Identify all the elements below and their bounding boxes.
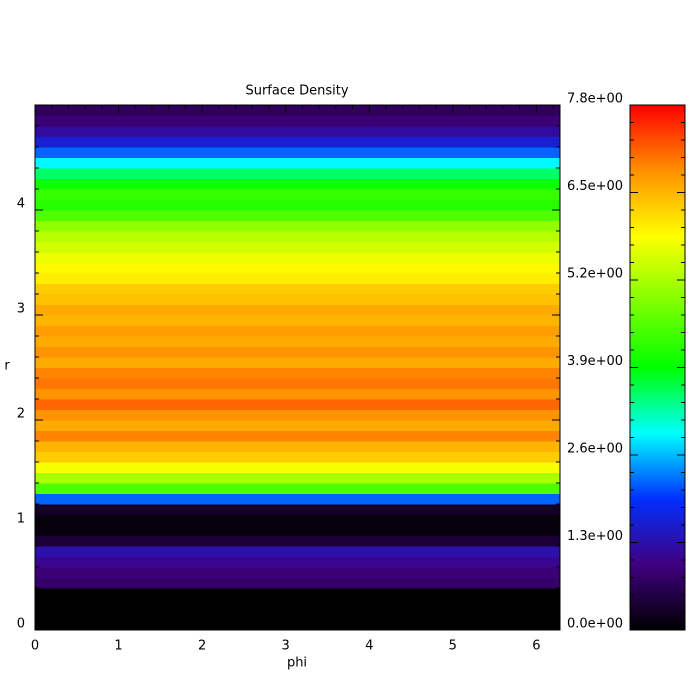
heat-cell: [35, 483, 560, 494]
colorbar: [629, 104, 686, 631]
x-tick-label: 3: [282, 639, 290, 654]
y-tick-label: 4: [17, 197, 25, 212]
heat-cell: [35, 262, 560, 274]
heat-cell: [35, 325, 560, 337]
heat-cell: [35, 105, 560, 116]
heat-cell: [35, 514, 560, 526]
heat-cell: [35, 441, 560, 452]
heat-cell: [35, 504, 560, 515]
heat-cell: [35, 304, 560, 316]
heat-cell: [35, 378, 560, 389]
heat-cell: [35, 357, 560, 368]
colorbar-tick-label: 0.0e+00: [567, 617, 623, 632]
y-tick-label: 1: [17, 512, 25, 527]
heat-cell: [35, 336, 560, 347]
heat-cell: [35, 588, 560, 599]
x-tick-label: 5: [449, 639, 457, 654]
heat-cell: [35, 567, 560, 578]
heat-cell: [35, 367, 560, 379]
heat-cell: [35, 556, 560, 568]
x-tick-label: 4: [365, 639, 373, 654]
y-tick-label: 0: [17, 617, 25, 632]
x-tick-label: 1: [114, 639, 122, 654]
heat-cell: [35, 252, 560, 263]
heat-cell: [35, 399, 560, 410]
heat-cell: [35, 168, 560, 179]
heat-cell: [35, 189, 560, 200]
heat-cell: [35, 619, 560, 631]
heat-cell: [35, 273, 560, 284]
heat-cell: [35, 231, 560, 242]
colorbar-tick-label: 5.2e+00: [567, 267, 623, 282]
colorbar-tick-label: 2.6e+00: [567, 442, 623, 457]
heat-cell: [35, 598, 560, 610]
heat-cell: [35, 283, 560, 295]
heat-cell: [35, 420, 560, 431]
heat-cell: [35, 315, 560, 326]
colorbar-tick-label: 6.5e+00: [567, 179, 623, 194]
heat-cell: [35, 147, 560, 158]
heat-cell: [35, 493, 560, 505]
x-tick-label: 0: [31, 639, 39, 654]
colorbar-tick-label: 3.9e+00: [567, 354, 623, 369]
y-axis-label: r: [4, 359, 10, 374]
heat-cell: [35, 577, 560, 589]
heat-cell: [35, 525, 560, 536]
heat-cell: [35, 409, 560, 421]
heat-cell: [35, 210, 560, 221]
colorbar-tick-label: 1.3e+00: [567, 529, 623, 544]
heat-cell: [35, 115, 560, 127]
heat-cell: [35, 388, 560, 400]
x-tick-label: 6: [532, 639, 540, 654]
heat-cell: [35, 546, 560, 557]
heat-cell: [35, 178, 560, 190]
heat-cell: [35, 136, 560, 148]
y-tick-label: 2: [17, 407, 25, 422]
heat-cell: [35, 157, 560, 169]
colorbar-tick-label: 7.8e+00: [567, 92, 623, 107]
heat-cell: [35, 346, 560, 358]
heat-cell: [35, 241, 560, 253]
heat-cell: [35, 451, 560, 463]
heat-cell: [35, 294, 560, 305]
heat-cell: [35, 609, 560, 620]
heat-cell: [35, 472, 560, 484]
x-tick-label: 2: [198, 639, 206, 654]
heat-cell: [35, 220, 560, 232]
plot-frame: [34, 104, 561, 631]
chart-title: Surface Density: [245, 84, 348, 99]
heat-cell: [35, 535, 560, 547]
heat-cell: [35, 199, 560, 211]
heat-cell: [35, 462, 560, 473]
heat-cell: [35, 430, 560, 442]
heat-cell: [35, 126, 560, 137]
y-tick-label: 3: [17, 302, 25, 317]
x-axis-label: phi: [287, 656, 307, 671]
